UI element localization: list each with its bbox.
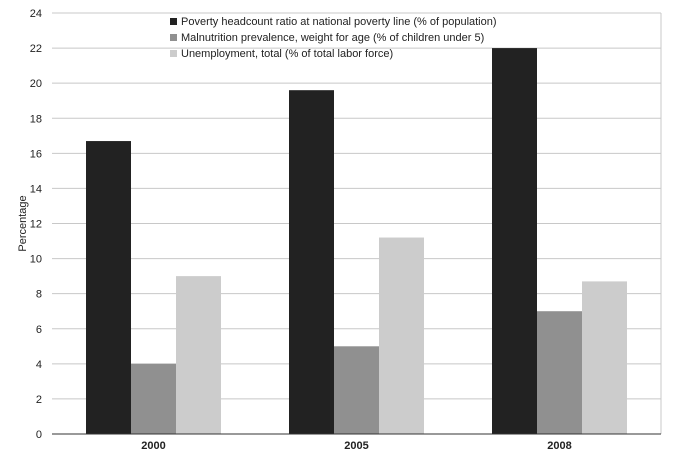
bar-2005-series-1 [289,90,334,434]
legend-swatch [170,34,177,41]
legend-label: Malnutrition prevalence, weight for age … [181,32,484,44]
y-tick-label: 24 [30,8,42,20]
y-tick-label: 16 [30,148,42,160]
y-tick-label: 0 [36,429,42,441]
x-tick-label: 2005 [344,440,368,452]
bar-2005-series-2 [334,346,379,434]
bar-2000-series-1 [86,141,131,434]
x-tick-label: 2000 [141,440,165,452]
bar-2000-series-2 [131,363,176,434]
y-tick-label: 2 [36,394,42,406]
legend: Poverty headcount ratio at national pove… [170,16,497,60]
legend-swatch [170,50,177,57]
bar-2005-series-3 [379,237,424,434]
bar-2008-series-2 [537,311,582,434]
y-tick-label: 4 [36,359,42,371]
y-tick-label: 14 [30,183,42,195]
y-tick-label: 18 [30,113,42,125]
gridlines [52,12,662,435]
bar-2008-series-1 [492,48,537,434]
bars [86,48,627,434]
y-tick-label: 8 [36,289,42,301]
y-tick-label: 20 [30,78,42,90]
y-tick-label: 22 [30,43,42,55]
y-tick-label: 6 [36,324,42,336]
legend-swatch [170,18,177,25]
bar-2000-series-3 [176,276,221,434]
x-tick-labels: 2000 2005 2008 [141,440,571,452]
legend-label: Poverty headcount ratio at national pove… [181,16,497,28]
x-tick-label: 2008 [547,440,571,452]
legend-label: Unemployment, total (% of total labor fo… [181,48,393,60]
bar-2008-series-3 [582,281,627,434]
y-tick-label: 10 [30,254,42,266]
y-tick-label: 12 [30,219,42,231]
y-axis-title: Percentage [17,195,29,251]
